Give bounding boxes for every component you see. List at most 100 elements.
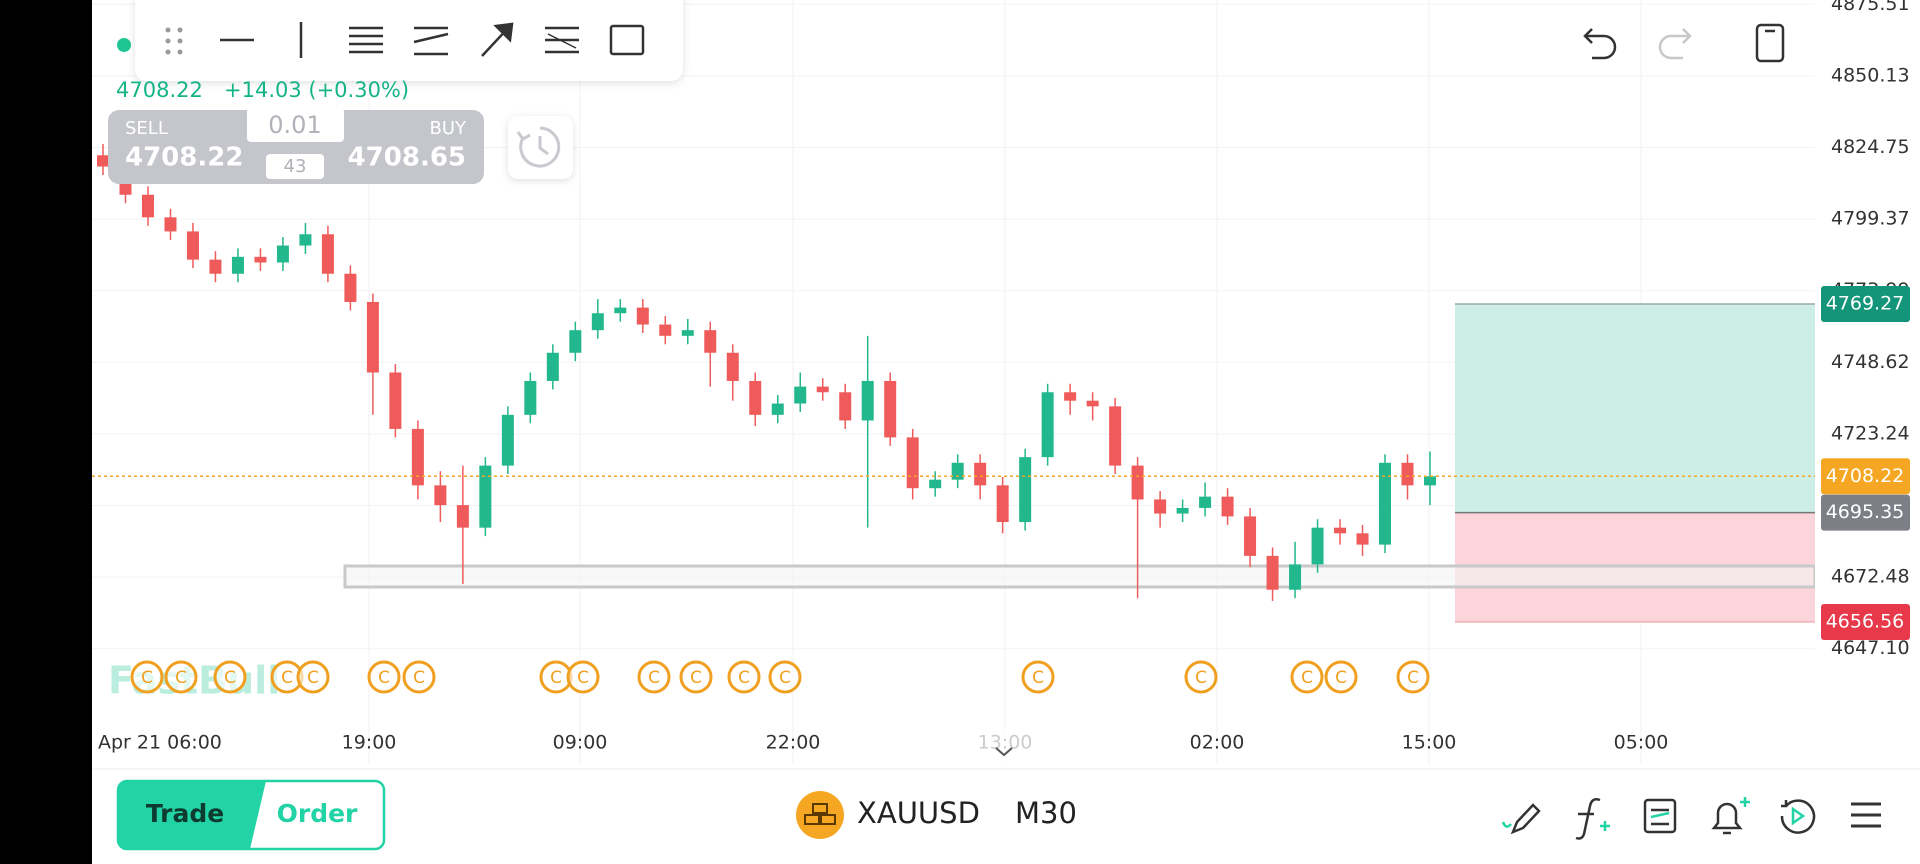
left-bezel [0,0,92,864]
candle-body [546,352,559,381]
event-label: C [281,668,293,688]
channel-tool[interactable] [413,26,449,56]
top-right-icons [1583,23,1785,63]
candle-body [1154,499,1167,514]
buy-label: BUY [429,118,467,139]
gold-bars [804,803,836,825]
event-label: C [690,668,702,688]
trade-tab[interactable]: Trade [146,799,224,828]
candle-body [749,380,762,415]
candle-body [456,505,469,528]
candle-body [1086,400,1099,407]
chevron [995,747,1013,757]
candle-body [771,403,784,415]
price-axis: 4875.514850.134824.754799.374773.994748.… [1821,0,1910,659]
price-tag [1821,286,1910,323]
candle-body [524,380,537,415]
candle-body [1311,527,1324,565]
y-tick-label: 4672.48 [1831,566,1910,588]
candle-body [164,217,177,232]
bottom-icons [1501,797,1881,840]
candle-body [681,330,694,336]
candle-body [951,462,964,480]
candle-body [501,414,514,466]
parallel-tool[interactable] [349,26,383,54]
status-dot [117,38,131,52]
candle-body [299,234,312,246]
candle-body [479,465,492,528]
undo[interactable] [1583,28,1617,60]
indicator-icon[interactable] [1575,798,1610,840]
candle-body [434,485,447,506]
event-label: C [577,668,589,688]
event-label: C [648,668,660,688]
event-label: C [1407,668,1419,688]
event-marker [1290,660,1324,694]
price-tag-label: 4708.22 [1826,465,1905,487]
buy-price[interactable]: 4708.65 [348,143,466,173]
candle-body [1221,496,1234,517]
event-marker [1324,660,1358,694]
lot: 0.01 [268,111,321,139]
event-label: C [413,668,425,688]
candle-body [816,386,829,393]
event-label: C [1301,668,1313,688]
order-tab[interactable]: Order [277,799,358,828]
candle-body [1334,527,1347,534]
candle-body [186,231,199,260]
candle-body [389,372,402,429]
timeframe[interactable]: M30 [1015,796,1077,830]
scroll-handle[interactable] [924,730,1086,767]
candle-body [1289,564,1302,590]
drag-handle[interactable] [165,27,183,55]
spread: 43 [284,156,307,177]
x-tick-label: 09:00 [553,732,608,754]
event-label: C [224,668,236,688]
x-tick-label: Apr 21 06:00 [98,732,222,754]
arrow-tool[interactable] [481,22,514,57]
symbol[interactable]: XAUUSD [857,796,980,830]
event-label: C [1335,668,1347,688]
candle-body [614,307,627,314]
event-marker [296,660,330,694]
profit-zone [1455,304,1815,513]
event-label: C [378,668,390,688]
sell-price[interactable]: 4708.22 [125,143,243,173]
candle-body [366,301,379,373]
layout[interactable] [1755,23,1785,63]
rectangle-tool[interactable] [609,24,645,56]
event-label: C [175,668,187,688]
x-tick-label: 22:00 [766,732,821,754]
candle-body [1401,462,1414,486]
redo[interactable] [1658,28,1692,60]
range-box [343,564,1815,589]
event-label: C [550,668,562,688]
template-icon[interactable] [1643,798,1677,834]
toolbar-bg [135,0,683,81]
candle-body [659,324,672,336]
plot [92,143,1815,623]
lot-box[interactable] [247,108,344,142]
quote-price: 4708.22 [116,78,203,102]
candle-body [1356,533,1369,545]
alert-icon[interactable] [1711,797,1750,835]
candle-body [1424,476,1436,486]
candle-body [1131,465,1144,500]
event-label: C [738,668,750,688]
price-tag [1821,604,1910,641]
fib-tool[interactable] [545,26,579,54]
x-tick-label: 15:00 [1402,732,1457,754]
y-tick-label: 4748.62 [1831,351,1910,373]
candle-body [209,259,222,274]
candle-body [794,386,807,404]
replay-icon[interactable] [1780,799,1816,834]
event-marker [727,660,761,694]
event-marker [566,660,600,694]
draw-icon[interactable] [1501,803,1541,835]
trade-panel[interactable] [108,110,484,184]
x-tick-label: 19:00 [342,732,397,754]
y-tick-label: 4875.51 [1831,0,1910,15]
drawing-toolbar [135,0,683,81]
menu-icon[interactable] [1851,802,1881,828]
